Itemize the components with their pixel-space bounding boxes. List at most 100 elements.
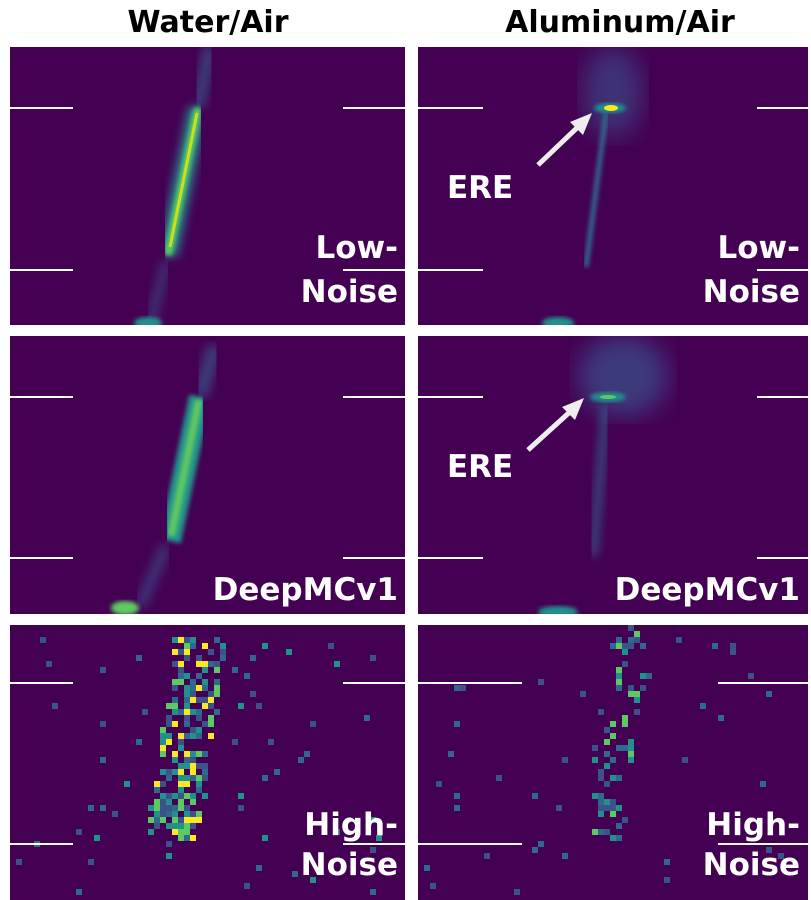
noise-pixel: [196, 727, 202, 733]
noise-pixel: [160, 769, 166, 775]
noise-pixel: [178, 829, 184, 835]
noise-pixel: [748, 673, 754, 679]
noise-pixel: [178, 793, 184, 799]
noise-pixel: [718, 715, 724, 721]
noise-pixel: [172, 751, 178, 757]
noise-pixel: [616, 667, 622, 673]
noise-pixel: [304, 751, 310, 757]
noise-pixel: [184, 637, 190, 643]
noise-pixel: [208, 703, 214, 709]
noise-pixel: [166, 823, 172, 829]
noise-pixel: [178, 769, 184, 775]
noise-pixel: [628, 643, 634, 649]
noise-pixel: [646, 673, 652, 679]
noise-pixel: [178, 661, 184, 667]
noise-pixel: [616, 685, 622, 691]
noise-pixel: [166, 853, 172, 859]
noise-pixel: [610, 643, 616, 649]
noise-pixel: [184, 685, 190, 691]
noise-pixel: [202, 679, 208, 685]
noise-pixel: [610, 757, 616, 763]
noise-pixel: [202, 685, 208, 691]
noise-pixel: [208, 715, 214, 721]
noise-pixel: [190, 643, 196, 649]
noise-pixel: [562, 853, 568, 859]
noise-pixel: [238, 793, 244, 799]
noise-pixel: [136, 739, 142, 745]
panel-label: Low-: [315, 230, 398, 266]
noise-pixel: [640, 673, 646, 679]
noise-pixel: [604, 751, 610, 757]
noise-pixel: [202, 763, 208, 769]
noise-pixel: [172, 793, 178, 799]
noise-pixel: [448, 751, 454, 757]
noise-pixel: [154, 817, 160, 823]
noise-pixel: [184, 733, 190, 739]
noise-pixel: [538, 841, 544, 847]
panel-label: DeepMCv1: [615, 572, 800, 608]
noise-pixel: [100, 757, 106, 763]
noise-pixel: [610, 721, 616, 727]
noise-pixel: [178, 805, 184, 811]
noise-pixel: [166, 739, 172, 745]
noise-pixel: [190, 823, 196, 829]
noise-pixel: [244, 673, 250, 679]
noise-pixel: [190, 751, 196, 757]
noise-pixel: [610, 835, 616, 841]
noise-pixel: [262, 775, 268, 781]
noise-pixel: [628, 637, 634, 643]
noise-pixel: [610, 811, 616, 817]
noise-pixel: [184, 721, 190, 727]
noise-pixel: [202, 793, 208, 799]
noise-pixel: [238, 805, 244, 811]
noise-pixel: [634, 637, 640, 643]
noise-pixel: [598, 709, 604, 715]
noise-pixel: [202, 775, 208, 781]
noise-pixel: [712, 643, 718, 649]
noise-pixel: [178, 733, 184, 739]
noise-pixel: [178, 799, 184, 805]
noise-pixel: [208, 691, 214, 697]
noise-pixel: [268, 739, 274, 745]
noise-pixel: [160, 793, 166, 799]
noise-pixel: [622, 817, 628, 823]
noise-pixel: [46, 661, 52, 667]
noise-pixel: [184, 817, 190, 823]
noise-pixel: [190, 709, 196, 715]
panel-label: Low-: [717, 230, 800, 266]
panel-label: DeepMCv1: [213, 572, 398, 608]
noise-pixel: [52, 703, 58, 709]
panel-label: Noise: [301, 847, 398, 883]
noise-pixel: [166, 733, 172, 739]
noise-pixel: [604, 763, 610, 769]
noise-pixel: [616, 745, 622, 751]
noise-pixel: [664, 859, 670, 865]
noise-pixel: [640, 643, 646, 649]
noise-pixel: [172, 685, 178, 691]
noise-pixel: [166, 805, 172, 811]
noise-pixel: [604, 805, 610, 811]
noise-pixel: [208, 661, 214, 667]
noise-pixel: [136, 655, 142, 661]
noise-pixel: [214, 667, 220, 673]
noise-pixel: [232, 739, 238, 745]
noise-pixel: [262, 643, 268, 649]
noise-pixel: [190, 769, 196, 775]
noise-pixel: [634, 631, 640, 637]
noise-pixel: [184, 763, 190, 769]
noise-pixel: [598, 811, 604, 817]
noise-pixel: [604, 829, 610, 835]
noise-pixel: [76, 829, 82, 835]
noise-pixel: [184, 691, 190, 697]
noise-pixel: [214, 691, 220, 697]
noise-pixel: [292, 871, 298, 877]
noise-pixel: [160, 781, 166, 787]
noise-pixel: [100, 721, 106, 727]
noise-pixel: [94, 835, 100, 841]
noise-pixel: [160, 739, 166, 745]
noise-pixel: [598, 799, 604, 805]
noise-pixel: [202, 667, 208, 673]
noise-pixel: [178, 739, 184, 745]
noise-pixel: [196, 781, 202, 787]
noise-pixel: [622, 721, 628, 727]
